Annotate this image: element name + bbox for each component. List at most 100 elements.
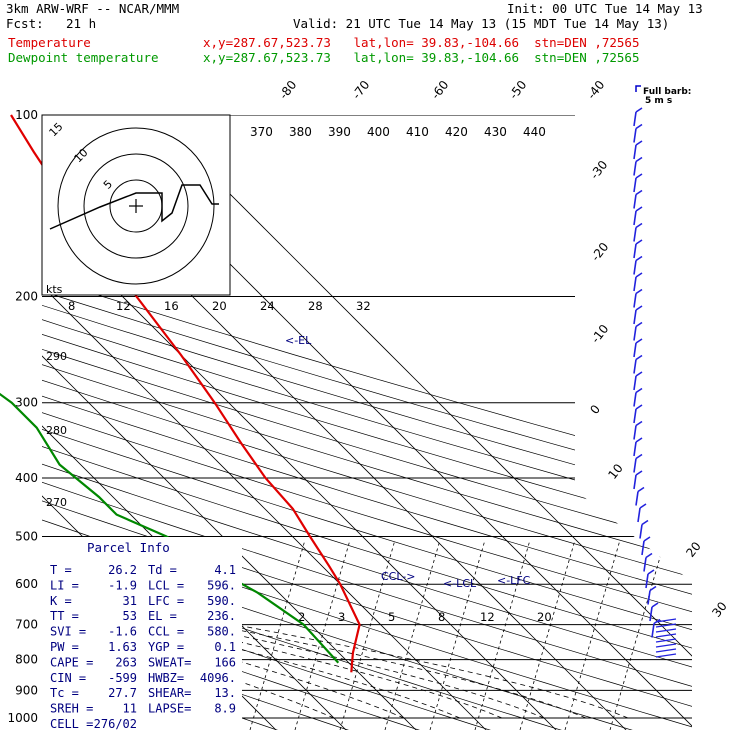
parcel-label: K = [50, 594, 72, 608]
wind-barb [633, 371, 643, 391]
parcel-value: 4096. [200, 671, 236, 685]
dry-adiabat [42, 115, 692, 730]
parcel-label: LI = [50, 578, 79, 592]
forecast-label: Fcst: [6, 16, 44, 31]
parcel-value: 596. [207, 578, 236, 592]
dry-adiabat [42, 115, 692, 730]
wind-barb [633, 272, 643, 292]
parcel-info-title: Parcel Info [87, 540, 170, 555]
temperature-location: x,y=287.67,523.73 lat,lon= 39.83,-104.66… [203, 35, 640, 50]
pressure-label-200: 200 [15, 290, 38, 304]
parcel-value: 276/02 [94, 717, 137, 731]
wind-barb [633, 470, 643, 490]
parcel-label: PW = [50, 640, 79, 654]
theta-label: 420 [445, 125, 468, 139]
pressure-label-800: 800 [15, 653, 38, 667]
mixing-ratio-label: 8 [438, 610, 445, 624]
theta-label: 390 [328, 125, 351, 139]
isotherm-label: -70 [349, 78, 372, 102]
dry-adiabat [42, 115, 692, 730]
speed-label: 16 [164, 299, 179, 313]
speed-label: 12 [116, 299, 131, 313]
hodograph-trace [49, 184, 219, 230]
pressure-label-300: 300 [15, 396, 38, 410]
wind-barb-lower [655, 623, 677, 628]
parcel-value: 1.63 [108, 640, 137, 654]
parcel-label: HWBZ= [148, 671, 184, 685]
parcel-label: LCL = [148, 578, 184, 592]
wind-barb-lower [655, 618, 677, 623]
mixing-ratio-line [429, 539, 486, 730]
moist-adiabat [42, 296, 629, 719]
dry-adiabat [42, 115, 692, 730]
mixing-ratio-line [519, 539, 576, 730]
parcel-value: 0.1 [214, 640, 236, 654]
wind-barb [647, 585, 657, 605]
parcel-label: LAPSE= [148, 702, 191, 716]
wind-barb [649, 602, 659, 622]
parcel-label: CCL = [148, 625, 184, 639]
wind-barb [637, 503, 647, 523]
isotherm-label: -80 [276, 78, 299, 102]
parcel-label: SWEAT= [148, 655, 191, 669]
isotherm-label: -20 [588, 240, 611, 264]
pressure-label-100: 100 [15, 108, 38, 122]
theta-label: 410 [406, 125, 429, 139]
side-label: 290 [46, 350, 67, 363]
moist-adiabat [42, 296, 405, 719]
dry-adiabat [42, 115, 422, 730]
pressure-label-400: 400 [15, 471, 38, 485]
wind-barb [633, 387, 643, 407]
barb-legend-icon [635, 85, 641, 92]
wind-barb [633, 354, 643, 374]
wind-barb [633, 437, 643, 457]
mixing-ratio-label: 20 [537, 610, 552, 624]
dry-adiabat [42, 115, 692, 730]
dewpoint-location: x,y=287.67,523.73 lat,lon= 39.83,-104.66… [203, 50, 640, 65]
parcel-label: CELL = [50, 717, 93, 731]
parcel-value: 4.1 [214, 563, 236, 577]
parcel-value: 13. [214, 686, 236, 700]
wind-barb [635, 486, 645, 506]
mixing-ratio-label: 3 [338, 610, 345, 624]
wind-barb-lower [655, 643, 677, 648]
wind-barb [641, 536, 651, 556]
parcel-label: YGP = [148, 640, 184, 654]
wind-barb [645, 569, 655, 589]
wind-barb [633, 321, 643, 341]
hodo-unit: kts [46, 283, 63, 296]
speed-label: 20 [212, 299, 227, 313]
temperature-legend: Temperature [8, 35, 91, 50]
theta-label: 430 [484, 125, 507, 139]
parcel-label: LFC = [148, 594, 184, 608]
speed-label: 32 [356, 299, 371, 313]
wind-barb [633, 305, 643, 325]
wind-barb [643, 552, 653, 572]
wind-barb-lower [655, 628, 677, 633]
parcel-value: 26.2 [108, 563, 137, 577]
theta-label: 370 [250, 125, 273, 139]
isotherm-label: 10 [605, 461, 625, 482]
forecast-hour: 21 h [66, 16, 97, 31]
parcel-label: SREH = [50, 702, 93, 716]
lfc-marker: <-LFC [497, 574, 531, 587]
wind-barb [633, 107, 643, 127]
wind-barb [633, 404, 643, 424]
pressure-label-700: 700 [15, 618, 38, 632]
side-label: 280 [46, 424, 67, 437]
parcel-value: 8.9 [214, 702, 236, 716]
parcel-label: T = [50, 563, 72, 577]
parcel-label: Tc = [50, 686, 79, 700]
barb-legend-line1: Full barb: [643, 87, 691, 97]
isotherm [42, 115, 488, 730]
isotherm-label: -40 [584, 78, 607, 102]
dewpoint-legend: Dewpoint temperature [8, 50, 159, 65]
theta-label: 440 [523, 125, 546, 139]
wind-barb [633, 156, 643, 176]
dry-adiabat [42, 115, 692, 730]
mixing-ratio-label: 5 [388, 610, 395, 624]
dry-adiabat [42, 115, 493, 730]
wind-barb [633, 453, 643, 473]
el-marker: <-EL [285, 334, 312, 347]
